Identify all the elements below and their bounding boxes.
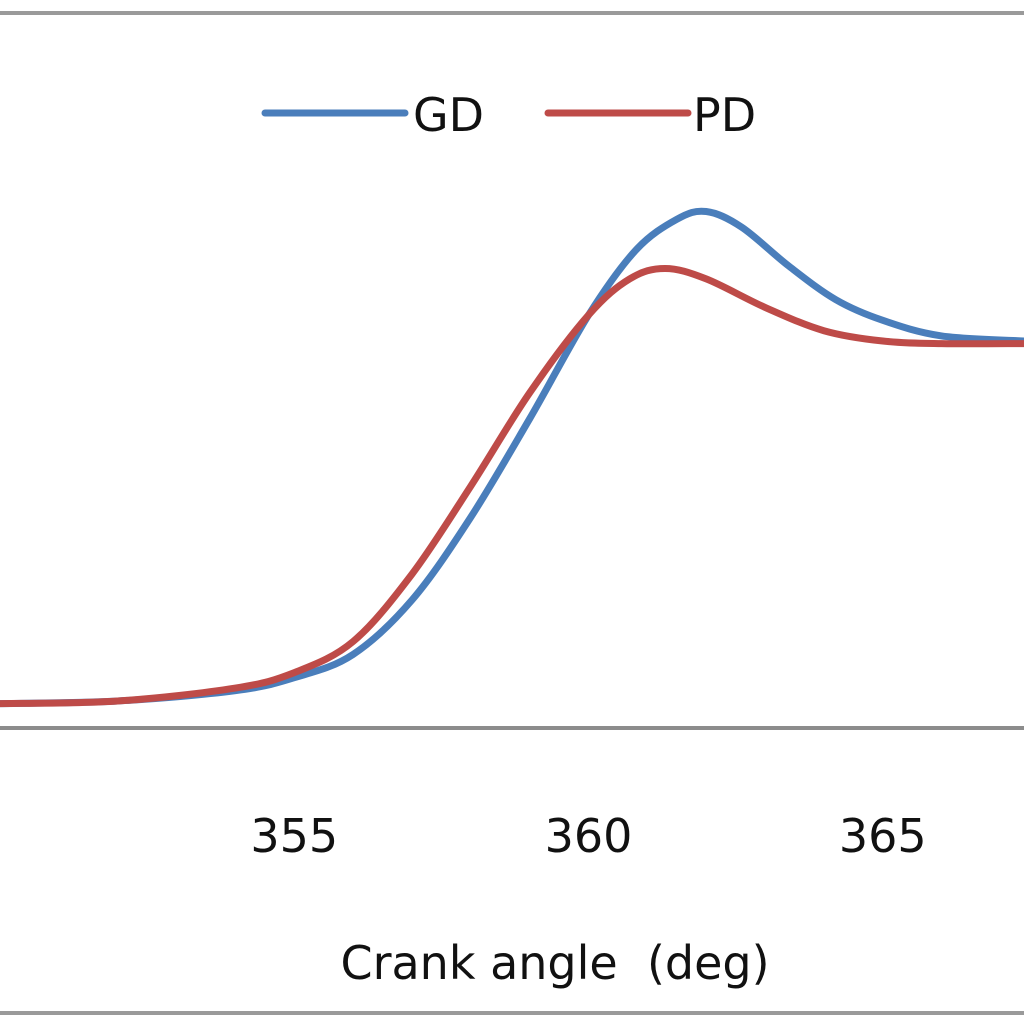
plot-area <box>0 207 1024 708</box>
legend-label-pd: PD <box>693 88 756 142</box>
series-line-pd <box>0 265 1024 708</box>
legend-label-gd: GD <box>413 88 484 142</box>
x-axis-title: Crank angle (deg) <box>340 936 769 990</box>
x-tick-label-365: 365 <box>839 809 927 863</box>
x-tick-label-360: 360 <box>545 809 633 863</box>
x-axis-ticks: 355 360 365 <box>250 809 926 863</box>
legend: GD PD <box>261 88 756 142</box>
series-line-gd <box>0 207 1024 708</box>
x-tick-label-355: 355 <box>250 809 338 863</box>
